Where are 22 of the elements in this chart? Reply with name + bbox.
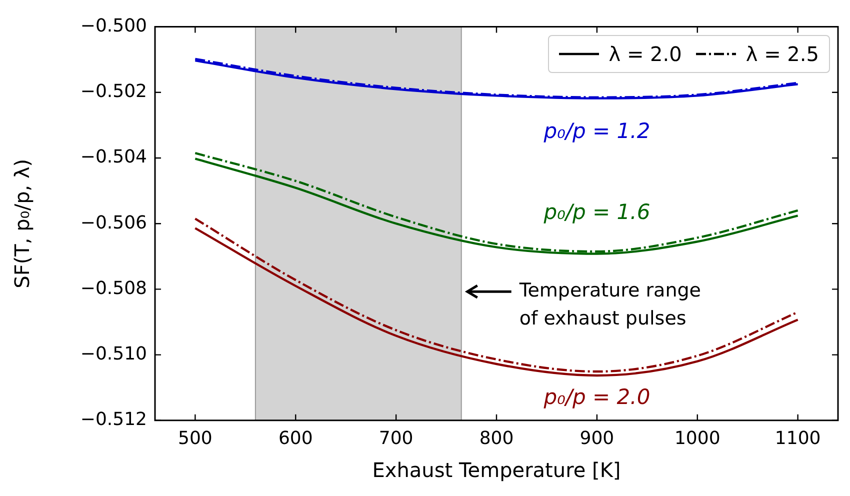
- y-tick-label: −0.502: [80, 81, 147, 102]
- x-tick-label: 900: [580, 428, 614, 449]
- annotation: p₀/p = 1.2: [542, 118, 650, 143]
- x-tick-label: 800: [479, 428, 514, 449]
- series-label: λ = 2.5: [746, 42, 819, 66]
- y-axis-title: SF(T, p₀/p, λ): [10, 158, 34, 288]
- band-label: Temperature range of exhaust pulses: [518, 280, 701, 330]
- x-tick-label: 500: [178, 428, 212, 449]
- x-tick-label: 1100: [774, 428, 821, 449]
- y-tick-label: −0.508: [80, 278, 147, 299]
- series-label: λ = 2.0: [608, 42, 682, 66]
- annotation: p₀/p = 1.6: [542, 200, 650, 224]
- x-tick-label: 600: [278, 428, 313, 449]
- y-tick-label: −0.506: [80, 212, 147, 234]
- x-axis-title: Exhaust Temperature [K]: [372, 458, 621, 482]
- y-tick-label: −0.512: [80, 409, 147, 430]
- x-tick-label: 1000: [674, 428, 720, 449]
- x-tick-label: 700: [378, 428, 414, 449]
- y-tick-label: −0.504: [80, 146, 147, 168]
- y-tick-label: −0.510: [80, 343, 147, 364]
- annotation: p₀/p = 2.0: [542, 384, 650, 409]
- y-tick-label: −0.500: [80, 15, 147, 36]
